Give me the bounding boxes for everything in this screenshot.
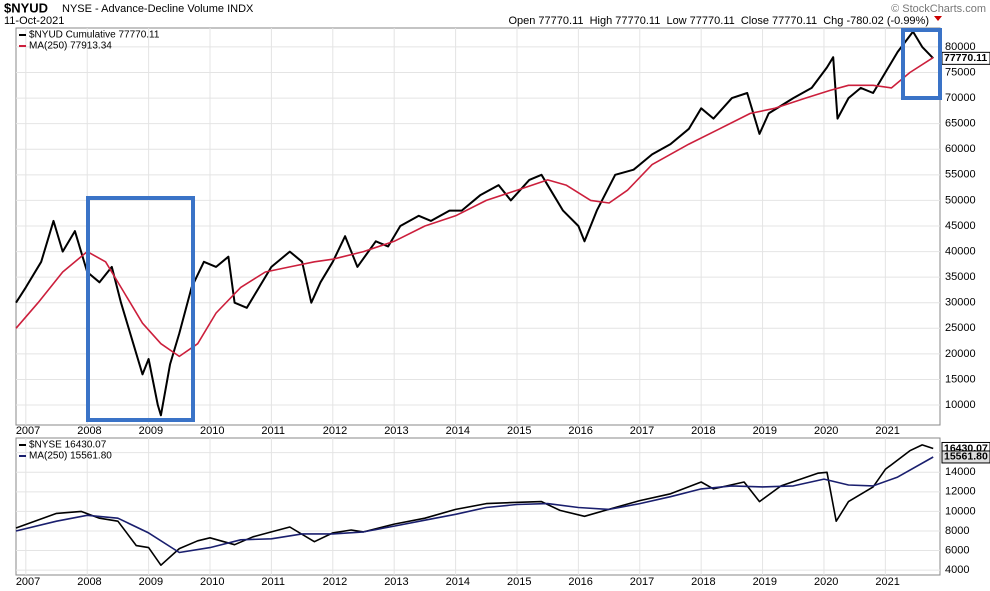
x-tick-label: 2007 (16, 425, 40, 437)
x-tick-label: 2017 (630, 576, 654, 588)
x-tick-label: 2011 (261, 425, 285, 437)
highlight-box (86, 196, 195, 422)
x-tick-label: 2020 (814, 425, 838, 437)
panel-frame (15, 437, 941, 576)
x-tick-label: 2014 (446, 425, 470, 437)
x-tick-label: 2016 (568, 425, 592, 437)
x-tick-label: 2016 (568, 576, 592, 588)
y-tick-label: 35000 (945, 271, 976, 283)
x-tick-label: 2019 (753, 425, 777, 437)
y-tick-label: 14000 (945, 466, 976, 478)
quote: Open 77770.11 High 77770.11 Low 77770.11… (508, 15, 929, 27)
y-tick-label: 20000 (945, 348, 976, 360)
x-tick-label: 2021 (875, 576, 899, 588)
x-tick-label: 2020 (814, 576, 838, 588)
y-tick-label: 4000 (945, 564, 969, 576)
x-tick-label: 2013 (384, 576, 408, 588)
plot-layer: 10000 15000 20000 25000 30000 35000 40000 45000… (15, 28, 990, 588)
index-name: NYSE - Advance-Decline Volume INDX (62, 3, 254, 15)
y-tick-label: 10000 (945, 505, 976, 517)
y-tick-label: 55000 (945, 169, 976, 181)
x-tick-label: 2015 (507, 425, 531, 437)
y-tick-label: 75000 (945, 66, 976, 78)
y-tick-label: 6000 (945, 544, 969, 556)
x-tick-label: 2008 (77, 425, 101, 437)
y-tick-label: 60000 (945, 143, 976, 155)
y-tick-label: 15000 (945, 373, 976, 385)
x-tick-label: 2011 (261, 576, 285, 588)
y-tick-label: 80000 (945, 41, 976, 53)
x-tick-label: 2014 (446, 576, 470, 588)
x-tick-label: 2008 (77, 576, 101, 588)
y-tick-label: 10000 (945, 399, 976, 411)
x-tick-label: 2017 (630, 425, 654, 437)
y-tick-label: 40000 (945, 245, 976, 257)
x-tick-label: 2012 (323, 425, 347, 437)
x-tick-label: 2010 (200, 576, 224, 588)
x-tick-label: 2012 (323, 576, 347, 588)
y-tick-label: 45000 (945, 220, 976, 232)
value-tag-box (941, 450, 990, 464)
x-tick-label: 2015 (507, 576, 531, 588)
y-tick-label: 65000 (945, 118, 976, 130)
y-tick-label: 50000 (945, 194, 976, 206)
legend-label: MA(250) 15561.80 (29, 451, 112, 462)
series-line (15, 444, 934, 566)
series-line (15, 30, 934, 417)
y-tick-label: 30000 (945, 297, 976, 309)
value-tag: 15561.80 (944, 451, 988, 463)
series-line (15, 456, 934, 554)
x-tick-label: 2013 (384, 425, 408, 437)
x-tick-label: 2021 (875, 425, 899, 437)
value-tag: 77770.11 (944, 52, 987, 64)
series-line (15, 56, 934, 358)
legend-label: $NYSE 16430.07 (29, 440, 107, 451)
x-tick-label: 2009 (139, 425, 163, 437)
y-tick-label: 25000 (945, 322, 976, 334)
x-tick-label: 2007 (16, 576, 40, 588)
panel-frame (15, 27, 941, 426)
x-tick-label: 2018 (691, 576, 715, 588)
symbol: $NYUD (4, 0, 48, 15)
y-tick-label: 12000 (945, 486, 976, 498)
down-arrow (934, 16, 942, 21)
x-tick-label: 2018 (691, 425, 715, 437)
x-tick-label: 2009 (139, 576, 163, 588)
x-tick-label: 2010 (200, 425, 224, 437)
y-tick-label: 8000 (945, 525, 969, 537)
x-tick-label: 2019 (753, 576, 777, 588)
legend-label: $NYUD Cumulative 77770.11 (29, 30, 160, 41)
copyright: © StockCharts.com (891, 3, 986, 15)
date: 11-Oct-2021 (4, 15, 64, 27)
y-tick-label: 70000 (945, 92, 976, 104)
legend-label: MA(250) 77913.34 (29, 41, 112, 52)
highlight-box (901, 28, 942, 100)
